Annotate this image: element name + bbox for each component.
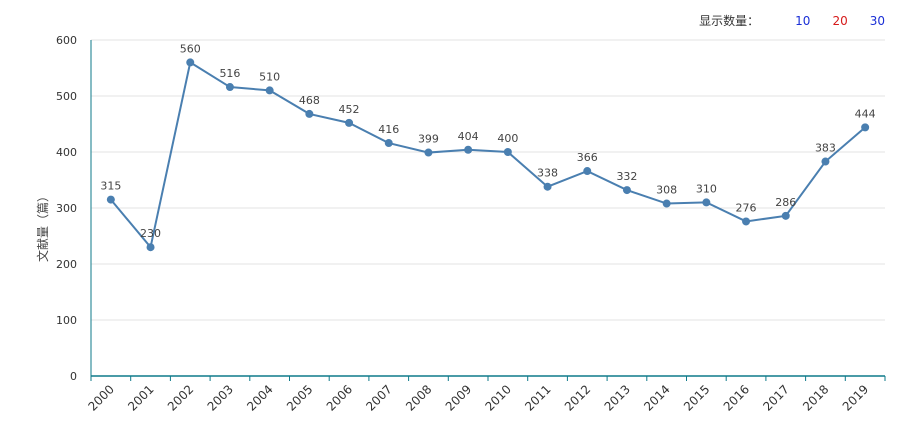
x-axis: 2000 2001 2002 2003 2004 2005 2006 2007 2008 2009… [85,375,886,414]
x-tick-label: 2003 [205,382,236,413]
x-tick-label: 2016 [721,382,752,413]
data-label: 452 [339,103,360,116]
data-points [106,58,870,252]
data-label: 416 [378,123,399,136]
x-tick-label: 2011 [522,382,553,413]
data-point [861,123,870,132]
x-tick-label: 2004 [244,382,275,413]
data-point [662,199,671,208]
display-count-option-10[interactable]: 10 [795,13,811,28]
x-tick-label: 2018 [800,382,831,413]
display-count-option-20[interactable]: 20 [832,13,848,28]
data-point [742,217,751,226]
y-axis-label: 文献量（篇） [35,190,50,262]
data-label: 400 [497,132,518,145]
data-point [225,83,234,92]
data-label: 516 [219,67,240,80]
data-point [622,186,631,195]
data-label: 286 [775,196,796,209]
y-tick-label: 300 [56,202,77,215]
data-label: 404 [458,130,479,143]
data-point [503,148,512,156]
data-point [781,211,790,220]
y-tick-label: 0 [70,370,77,383]
data-label: 366 [577,151,598,164]
data-point [106,195,115,204]
x-tick-label: 2009 [443,382,474,413]
data-label: 230 [140,227,161,240]
x-tick-label: 2000 [85,382,116,413]
y-tick-label: 500 [56,90,77,103]
data-point [265,86,274,95]
data-point [186,58,195,67]
data-label: 468 [299,94,320,107]
data-label: 276 [736,201,757,214]
x-tick-label: 2019 [840,382,871,413]
data-point [702,198,711,207]
data-point [583,167,592,176]
y-axis: 0 100 200 300 400 500 600 [56,34,92,383]
x-tick-label: 2001 [125,382,156,413]
x-tick-label: 2002 [165,382,196,413]
x-tick-label: 2010 [482,382,513,413]
x-tick-label: 2014 [641,382,672,413]
data-labels: 315 230 560 516 510 468 452 416 399 404 400 338 366 3… [100,42,875,240]
data-label: 338 [537,167,558,180]
x-tick-label: 2017 [760,382,791,413]
x-tick-label: 2015 [681,382,712,413]
display-count-option-30[interactable]: 30 [869,13,885,28]
x-tick-label: 2006 [324,382,355,413]
x-tick-label: 2005 [284,382,315,413]
data-label: 444 [855,107,876,120]
x-tick-label: 2013 [602,382,633,413]
data-label: 310 [696,182,717,195]
data-point [345,118,354,127]
display-count-control: 显示数量： 10 20 30 [699,12,885,29]
data-point [543,182,552,191]
grid-lines [91,39,885,321]
data-label: 510 [259,70,280,83]
y-tick-label: 600 [56,34,77,47]
data-label: 383 [815,142,836,155]
data-point [305,109,314,118]
y-tick-label: 200 [56,258,77,271]
data-point [146,243,155,252]
y-tick-label: 400 [56,146,77,159]
x-tick-label: 2008 [403,382,434,413]
data-label: 308 [656,184,677,197]
data-label: 315 [100,180,121,193]
data-label: 332 [616,170,637,183]
data-point [384,139,393,148]
data-label: 560 [180,42,201,55]
x-tick-label: 2012 [562,382,593,413]
data-point [821,157,830,166]
x-tick-label: 2007 [363,382,394,413]
y-tick-label: 100 [56,314,77,327]
data-label: 399 [418,133,439,146]
display-count-label: 显示数量： [699,14,760,28]
data-point [464,145,473,154]
series-line [110,60,866,250]
data-point [424,148,433,157]
